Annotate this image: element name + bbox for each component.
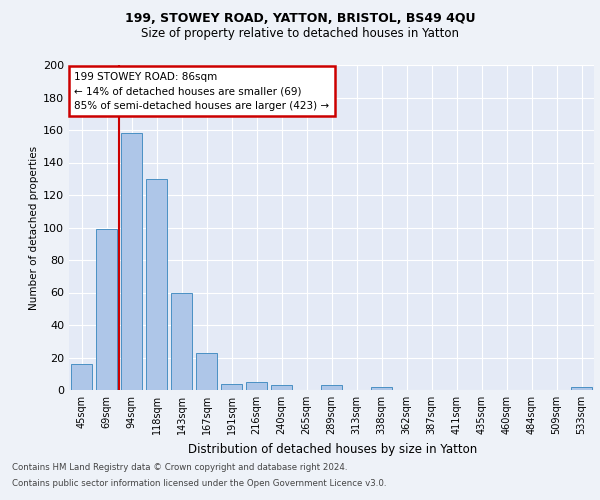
Bar bbox=[196, 352, 217, 390]
Bar bbox=[71, 364, 92, 390]
Bar bbox=[271, 385, 292, 390]
Text: Size of property relative to detached houses in Yatton: Size of property relative to detached ho… bbox=[141, 28, 459, 40]
Bar bbox=[221, 384, 242, 390]
Text: 199 STOWEY ROAD: 86sqm
← 14% of detached houses are smaller (69)
85% of semi-det: 199 STOWEY ROAD: 86sqm ← 14% of detached… bbox=[74, 72, 329, 111]
Bar bbox=[571, 387, 592, 390]
Bar bbox=[371, 387, 392, 390]
Text: 199, STOWEY ROAD, YATTON, BRISTOL, BS49 4QU: 199, STOWEY ROAD, YATTON, BRISTOL, BS49 … bbox=[125, 12, 475, 26]
Text: Contains HM Land Registry data © Crown copyright and database right 2024.: Contains HM Land Registry data © Crown c… bbox=[12, 464, 347, 472]
Y-axis label: Number of detached properties: Number of detached properties bbox=[29, 146, 39, 310]
Text: Distribution of detached houses by size in Yatton: Distribution of detached houses by size … bbox=[188, 442, 478, 456]
Text: Contains public sector information licensed under the Open Government Licence v3: Contains public sector information licen… bbox=[12, 478, 386, 488]
Bar bbox=[171, 292, 192, 390]
Bar bbox=[96, 229, 117, 390]
Bar bbox=[246, 382, 267, 390]
Bar bbox=[321, 385, 342, 390]
Bar bbox=[121, 133, 142, 390]
Bar bbox=[146, 179, 167, 390]
